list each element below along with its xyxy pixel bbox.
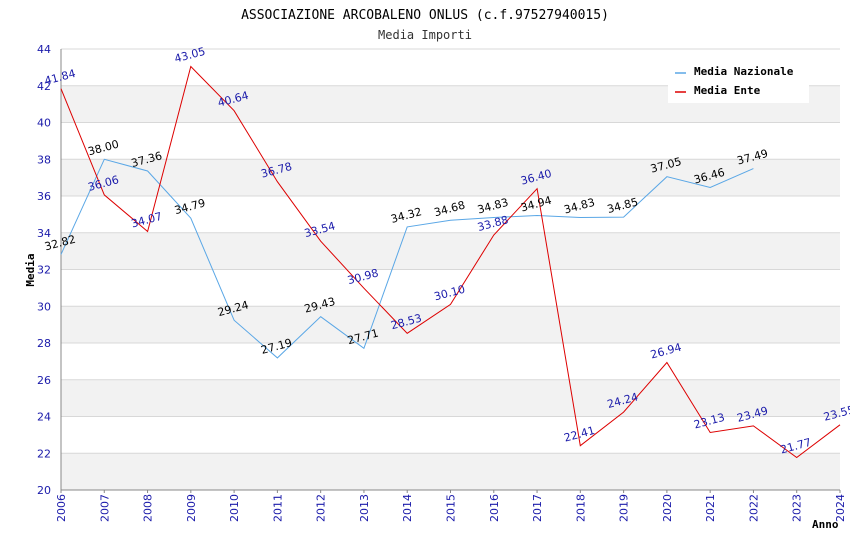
y-tick-label: 20 bbox=[37, 484, 51, 497]
x-tick-label: 2019 bbox=[618, 494, 631, 522]
chart-subtitle: Media Importi bbox=[378, 28, 472, 42]
x-tick-label: 2011 bbox=[271, 494, 284, 522]
x-tick-label: 2020 bbox=[661, 494, 674, 522]
y-tick-label: 28 bbox=[37, 337, 51, 350]
chart-title: ASSOCIAZIONE ARCOBALENO ONLUS (c.f.97527… bbox=[241, 8, 609, 23]
x-tick-label: 2013 bbox=[358, 494, 371, 522]
x-tick-label: 2015 bbox=[445, 494, 458, 522]
y-tick-label: 42 bbox=[37, 80, 51, 93]
series-line-media-ente bbox=[60, 65, 841, 459]
x-tick-label: 2014 bbox=[401, 494, 414, 522]
x-tick-label: 2008 bbox=[142, 494, 155, 522]
series-line-media-nazionale bbox=[60, 158, 754, 359]
grid-band bbox=[61, 453, 840, 490]
grid-band bbox=[61, 232, 840, 270]
y-tick-label: 30 bbox=[37, 300, 51, 313]
x-tick-label: 2024 bbox=[834, 494, 847, 522]
grid-band bbox=[61, 269, 840, 307]
x-tick-label: 2010 bbox=[228, 494, 241, 522]
y-tick-label: 34 bbox=[37, 227, 51, 240]
x-tick-label: 2023 bbox=[791, 494, 804, 522]
x-axis-label: Anno bbox=[812, 518, 839, 531]
legend-label-media-nazionale: Media Nazionale bbox=[694, 65, 794, 78]
x-tick-label: 2022 bbox=[747, 494, 760, 522]
grid-bands bbox=[61, 49, 840, 490]
x-tick-label: 2017 bbox=[531, 494, 544, 522]
grid-band bbox=[61, 416, 840, 454]
y-tick-label: 40 bbox=[37, 117, 51, 130]
x-tick-label: 2012 bbox=[315, 494, 328, 522]
x-axis-ticks: 2006 2007 2008 2009 2010 2011 2012 2013 2014 2015… bbox=[55, 490, 847, 522]
y-tick-label: 22 bbox=[37, 447, 51, 460]
y-tick-label: 32 bbox=[37, 264, 51, 277]
legend-label-media-ente: Media Ente bbox=[694, 84, 761, 97]
grid-band bbox=[61, 379, 840, 417]
x-tick-label: 2006 bbox=[55, 494, 68, 522]
grid-band bbox=[61, 343, 840, 380]
y-axis-ticks: 20 22 24 26 28 30 32 34 36 38 40 42 44 bbox=[37, 43, 51, 497]
x-tick-label: 2007 bbox=[98, 494, 111, 522]
y-tick-label: 38 bbox=[37, 153, 51, 166]
x-tick-label: 2016 bbox=[488, 494, 501, 522]
legend-box bbox=[668, 59, 809, 103]
y-tick-label: 26 bbox=[37, 374, 51, 387]
x-tick-label: 2021 bbox=[704, 494, 717, 522]
grid-band bbox=[61, 196, 840, 233]
x-tick-label: 2009 bbox=[185, 494, 198, 522]
grid-band bbox=[61, 122, 840, 160]
series-lines bbox=[60, 65, 841, 459]
grid-band bbox=[61, 159, 840, 196]
y-axis-label: Media bbox=[24, 253, 37, 286]
x-tick-label: 2018 bbox=[574, 494, 587, 522]
y-tick-label: 44 bbox=[37, 43, 51, 56]
grid-band bbox=[61, 306, 840, 343]
y-tick-label: 24 bbox=[37, 411, 51, 424]
y-tick-label: 36 bbox=[37, 190, 51, 203]
legend: Media Nazionale Media Ente bbox=[668, 59, 809, 103]
